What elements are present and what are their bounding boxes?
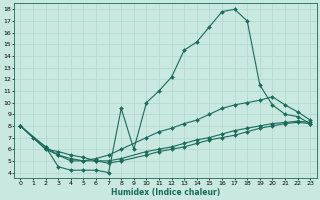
X-axis label: Humidex (Indice chaleur): Humidex (Indice chaleur) (111, 188, 220, 197)
